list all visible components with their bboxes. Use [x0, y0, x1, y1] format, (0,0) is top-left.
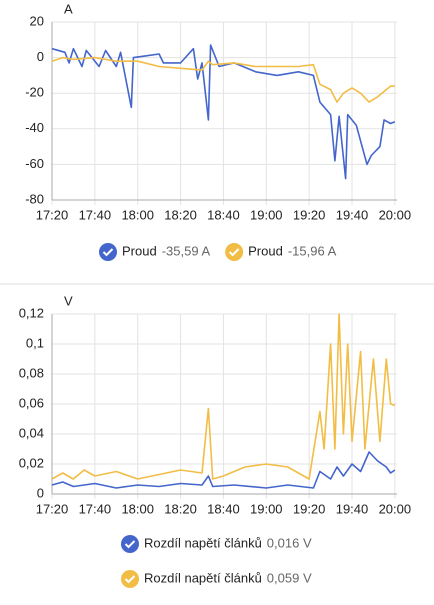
x-tick-label: 20:00 [379, 207, 412, 222]
legend-check [228, 248, 240, 257]
y-tick-label: 0,02 [19, 455, 44, 470]
y-tick-label: -40 [25, 120, 44, 135]
legend-state: -35,59 A [162, 243, 211, 258]
legend-check [124, 540, 136, 549]
y-axis-label: A [64, 1, 73, 16]
x-tick-label: 17:20 [36, 207, 69, 222]
x-tick-label: 17:40 [79, 501, 112, 516]
legend-icon [225, 243, 244, 261]
x-tick-label: 17:20 [36, 501, 69, 516]
legend-icon [99, 243, 117, 261]
legend-name: Proud [248, 243, 283, 258]
y-axis-label: V [64, 293, 73, 308]
y-tick-label: -60 [25, 156, 44, 171]
y-tick-label: -20 [25, 85, 44, 100]
y-tick-label: 0,04 [19, 425, 44, 440]
legend-icon [121, 570, 139, 588]
legend-item: Rozdíl napětí článků 0,059 V [121, 570, 312, 588]
y-tick-label: 0,06 [19, 395, 44, 410]
y-tick-label: 0,12 [19, 305, 44, 320]
legend-state: -15,96 A [288, 243, 337, 258]
legend-state: 0,059 V [267, 570, 312, 585]
legend-name: Rozdíl napětí článků [144, 570, 262, 585]
legend-check [102, 248, 114, 257]
x-tick-label: 20:00 [379, 501, 412, 516]
x-tick-label: 18:00 [121, 501, 154, 516]
legend-check [124, 575, 136, 584]
legend-icon [121, 535, 139, 553]
y-tick-label: 0,1 [26, 335, 44, 350]
x-tick-label: 18:20 [164, 501, 197, 516]
y-tick-label: 0,08 [19, 365, 44, 380]
series-line [51, 451, 396, 489]
x-tick-label: 19:20 [293, 501, 326, 516]
legend-name: Rozdíl napětí článků [144, 535, 262, 550]
x-tick-label: 17:40 [79, 207, 112, 222]
x-tick-label: 18:40 [207, 207, 240, 222]
x-tick-label: 18:20 [164, 207, 197, 222]
y-tick-label: -80 [25, 191, 44, 206]
y-tick-label: 0 [37, 49, 44, 64]
legend-name: Proud [122, 243, 157, 258]
series-line [51, 56, 395, 103]
legend: Proud -35,59 A Proud -15,96 A [99, 243, 337, 261]
x-tick-label: 19:40 [336, 207, 369, 222]
x-tick-label: 18:40 [207, 501, 240, 516]
legend-state: 0,016 V [267, 535, 312, 550]
legend-item: Rozdíl napětí článků 0,016 V [121, 535, 312, 553]
x-tick-label: 18:00 [121, 207, 154, 222]
x-tick-label: 19:00 [250, 207, 283, 222]
y-tick-label: 20 [30, 13, 44, 28]
x-tick-label: 19:40 [336, 501, 369, 516]
x-tick-label: 19:00 [250, 501, 283, 516]
x-tick-label: 19:20 [293, 207, 326, 222]
y-tick-label: 0 [37, 485, 44, 500]
series-line [51, 313, 396, 480]
